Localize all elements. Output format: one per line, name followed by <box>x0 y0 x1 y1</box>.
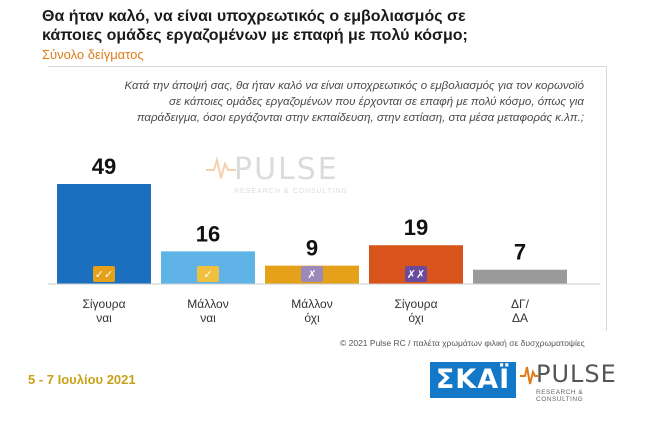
pulse-logo-tagline: RESEARCH & CONSULTING <box>536 389 584 403</box>
bar-value-label-3: 19 <box>404 215 428 240</box>
skai-logo: ΣΚΑΪ <box>430 362 516 398</box>
badge-box-1 <box>197 266 219 282</box>
badge-box-3 <box>405 266 427 282</box>
category-label-3-1: όχι <box>408 311 424 325</box>
copyright-note: © 2021 Pulse RC / παλέτα χρωμάτων φιλική… <box>340 338 585 348</box>
badge-icon-1: ✓ <box>203 268 212 281</box>
bar-value-label-2: 9 <box>306 236 318 261</box>
bar-4 <box>473 269 567 284</box>
pulse-wave-icon <box>206 156 236 179</box>
badge-box-0 <box>93 266 115 282</box>
category-label-1-1: ναι <box>200 311 216 325</box>
chart-frame <box>48 66 607 331</box>
category-label-4-1: ΔΑ <box>512 311 528 325</box>
category-label-1-0: Μάλλον <box>187 297 228 311</box>
category-label-3-0: Σίγουρα <box>394 297 437 311</box>
bar-value-label-4: 7 <box>514 240 526 265</box>
question-text: Κατά την άποψή σας, θα ήταν καλό να είνα… <box>124 80 584 124</box>
category-label-4-0: ΔΓ/ <box>511 297 530 311</box>
bar-chart: 49✓✓Σίγουραναι16✓Μάλλονναι9✗Μάλλονόχι19✗… <box>48 154 600 325</box>
bar-value-label-1: 16 <box>196 221 220 246</box>
category-label-2-0: Μάλλον <box>291 297 332 311</box>
badge-icon-2: ✗ <box>307 268 316 281</box>
chart-subtitle: Σύνολο δείγματος <box>42 47 144 62</box>
watermark-tagline: RESEARCH & CONSULTING <box>234 188 348 195</box>
pulse-logo-text: PULSE <box>536 360 617 388</box>
category-label-0-1: ναι <box>96 311 112 325</box>
badge-icon-0: ✓✓ <box>95 268 113 281</box>
badge-icon-3: ✗✗ <box>407 268 425 281</box>
category-label-2-1: όχι <box>304 311 320 325</box>
pulse-logo-wave-icon <box>520 366 538 385</box>
category-label-0-0: Σίγουρα <box>82 297 125 311</box>
pulse-watermark: PULSE RESEARCH & CONSULTING <box>206 152 356 198</box>
survey-date: 5 - 7 Ιουλίου 2021 <box>28 372 136 387</box>
chart-title: Θα ήταν καλό, να είναι υποχρεωτικός ο εμ… <box>42 8 468 44</box>
watermark-brand: PULSE <box>234 152 339 187</box>
badge-box-2 <box>301 266 323 282</box>
pulse-logo: PULSE RESEARCH & CONSULTING <box>520 360 620 403</box>
bar-value-label-0: 49 <box>92 154 116 179</box>
